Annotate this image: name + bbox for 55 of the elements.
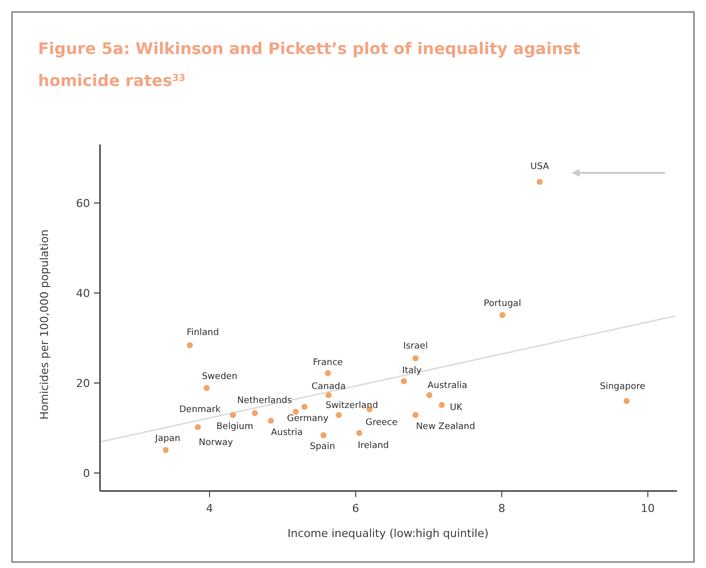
annotation: Italy [402,366,422,376]
annotation: Austria [271,428,303,438]
point [412,412,419,418]
point [194,424,201,430]
annotation: Israel [403,341,428,352]
y-tick-label: 40 [76,287,90,300]
annotation: New Zealand [416,422,476,432]
point [356,430,362,436]
point [536,178,543,185]
x-axis-title: Income inequality (low:high quintile) [287,527,489,540]
point [230,412,236,418]
x-tick-label: 6 [352,502,360,515]
point [499,312,506,318]
annotation: Switzerland [326,400,378,411]
annotation: Denmark [179,404,222,415]
y-axis-title: Homicides per 100,000 population [38,229,51,420]
annotation: Japan [154,434,180,444]
annotation: Sweden [202,372,238,382]
point [186,342,193,348]
annotation: Ireland [358,440,389,451]
y-tick-label: 20 [76,377,90,390]
point [400,378,407,384]
annotation: Australia [427,381,468,392]
point [412,355,419,362]
annotation: Singapore [600,382,646,392]
annotation: Norway [198,438,234,448]
annotation: Germany [287,414,330,424]
point [302,404,308,410]
point [336,412,342,418]
x-tick-label: 10 [640,502,655,515]
point [624,398,630,404]
point [268,418,274,424]
annotation: France [312,358,344,368]
annotation: USA [530,162,550,172]
annotation: Greece [365,418,398,428]
point [204,384,210,391]
x-tick-label: 4 [206,502,214,515]
point [320,432,326,438]
annotation: Finland [186,328,219,338]
point [438,402,445,408]
point [326,392,332,398]
annotation: Netherlands [237,396,292,406]
x-tick-label: 8 [498,502,506,515]
point [324,370,331,376]
annotation: Canada [311,382,346,392]
annotation: Spain [310,442,336,452]
point [426,392,432,398]
annotation: Portugal [484,299,522,310]
y-tick-label: 0 [83,467,90,480]
point [162,447,169,454]
chart-title: Figure 5a: Wilkinson and Pickett’s plot of inequality against homicide rates$^{33}$ [38,39,581,90]
y-tick-label: 60 [76,197,90,210]
point [252,410,258,416]
annotation: UK [450,403,464,414]
annotation: Belgium [216,422,254,432]
